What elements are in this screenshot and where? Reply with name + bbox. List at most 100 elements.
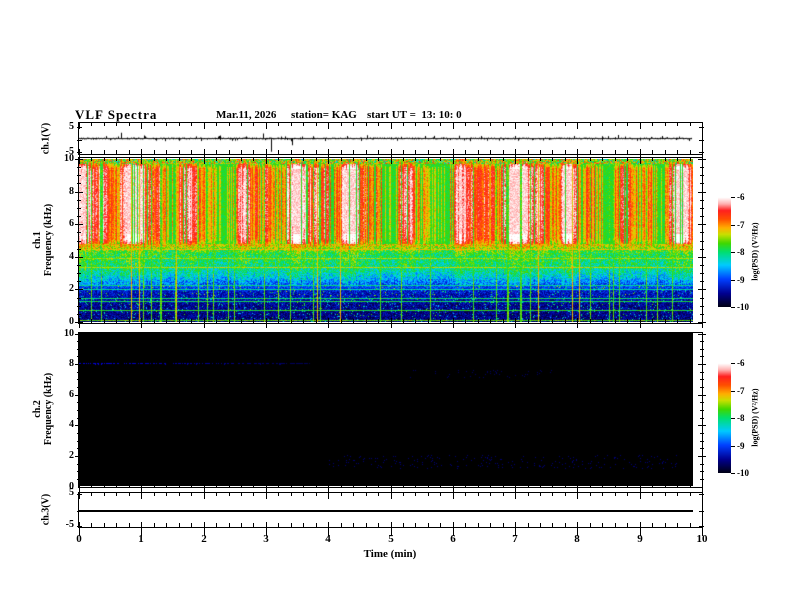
x-tick — [154, 123, 155, 126]
x-tick — [565, 523, 566, 527]
x-tick — [615, 333, 616, 336]
x-tick — [652, 319, 653, 323]
x-tick — [204, 123, 205, 129]
y-tick — [77, 127, 82, 128]
x-tick — [478, 158, 479, 161]
y-tick — [77, 208, 81, 209]
x-tick — [378, 319, 379, 323]
y-tick — [699, 127, 704, 128]
x-tick — [316, 150, 317, 154]
x-tick — [204, 318, 205, 328]
x-tick — [602, 493, 603, 496]
x-tick — [129, 123, 130, 126]
x-tick — [515, 158, 516, 164]
x-tick — [291, 319, 292, 323]
x-tick — [154, 158, 155, 161]
x-tick — [378, 483, 379, 487]
x-tick — [528, 319, 529, 323]
x-tick — [366, 158, 367, 161]
y-tick — [698, 159, 706, 160]
y-tick — [77, 314, 81, 315]
x-tick — [328, 333, 329, 339]
x-tick — [552, 493, 553, 496]
x-tick — [552, 319, 553, 323]
y-tick — [75, 322, 83, 323]
x-tick — [166, 158, 167, 161]
y-tick — [77, 200, 81, 201]
x-tick — [79, 482, 80, 492]
x-tick — [291, 123, 292, 126]
x-tick — [391, 318, 392, 328]
y-tick — [77, 464, 81, 465]
x-tick — [179, 493, 180, 496]
x-tick — [490, 333, 491, 336]
y-tick — [77, 479, 81, 480]
x-tick — [241, 158, 242, 161]
x-tick — [91, 493, 92, 496]
x-tick — [490, 523, 491, 527]
colorbar-tick — [731, 363, 735, 364]
x-tick — [677, 483, 678, 487]
x-tick — [565, 483, 566, 487]
x-tick — [640, 123, 641, 129]
x-tick — [702, 482, 703, 492]
x-tick — [627, 158, 628, 161]
x-tick — [216, 158, 217, 161]
x-tick — [453, 149, 454, 158]
x-tick — [341, 158, 342, 161]
x-tick — [191, 523, 192, 527]
y-tick — [77, 249, 81, 250]
y-tick — [700, 273, 704, 274]
x-tick — [378, 333, 379, 336]
x-tick — [690, 150, 691, 154]
x-axis-title: Time (min) — [363, 548, 417, 560]
x-tick — [316, 493, 317, 496]
x-tick — [565, 123, 566, 126]
x-tick — [440, 150, 441, 154]
x-tick-label: 2 — [201, 533, 207, 545]
x-tick — [702, 149, 703, 158]
ch3-voltage-panel — [77, 492, 704, 536]
x-tick — [216, 333, 217, 336]
x-tick — [291, 333, 292, 336]
x-tick — [278, 123, 279, 126]
x-tick — [91, 319, 92, 323]
x-tick — [577, 493, 578, 499]
x-tick — [129, 493, 130, 496]
x-tick — [241, 319, 242, 323]
x-tick — [677, 123, 678, 126]
x-tick — [615, 493, 616, 496]
x-tick — [577, 149, 578, 158]
x-tick — [366, 483, 367, 487]
x-tick — [503, 158, 504, 161]
y-tick — [700, 281, 704, 282]
x-tick — [640, 333, 641, 339]
spec2-y-tick-label: 6 — [69, 389, 74, 400]
x-tick — [690, 483, 691, 487]
x-tick — [690, 523, 691, 527]
x-tick — [204, 158, 205, 164]
x-tick-label: 5 — [388, 533, 394, 545]
x-tick-label: 10 — [696, 533, 708, 545]
y-tick — [77, 402, 81, 403]
x-tick — [640, 522, 641, 536]
x-tick — [166, 493, 167, 496]
colorbar-1-tick-label: -8 — [737, 247, 745, 257]
x-tick — [91, 123, 92, 126]
x-tick — [391, 123, 392, 129]
x-tick — [428, 319, 429, 323]
x-tick — [690, 123, 691, 126]
y-tick — [700, 372, 704, 373]
x-tick — [366, 123, 367, 126]
x-tick — [91, 483, 92, 487]
y-tick — [700, 183, 704, 184]
x-tick — [366, 493, 367, 496]
x-tick — [378, 493, 379, 496]
x-tick — [665, 150, 666, 154]
x-tick — [166, 319, 167, 323]
x-tick — [627, 493, 628, 496]
x-tick — [403, 319, 404, 323]
x-tick — [229, 158, 230, 161]
x-tick — [378, 158, 379, 161]
y-tick — [699, 526, 704, 527]
